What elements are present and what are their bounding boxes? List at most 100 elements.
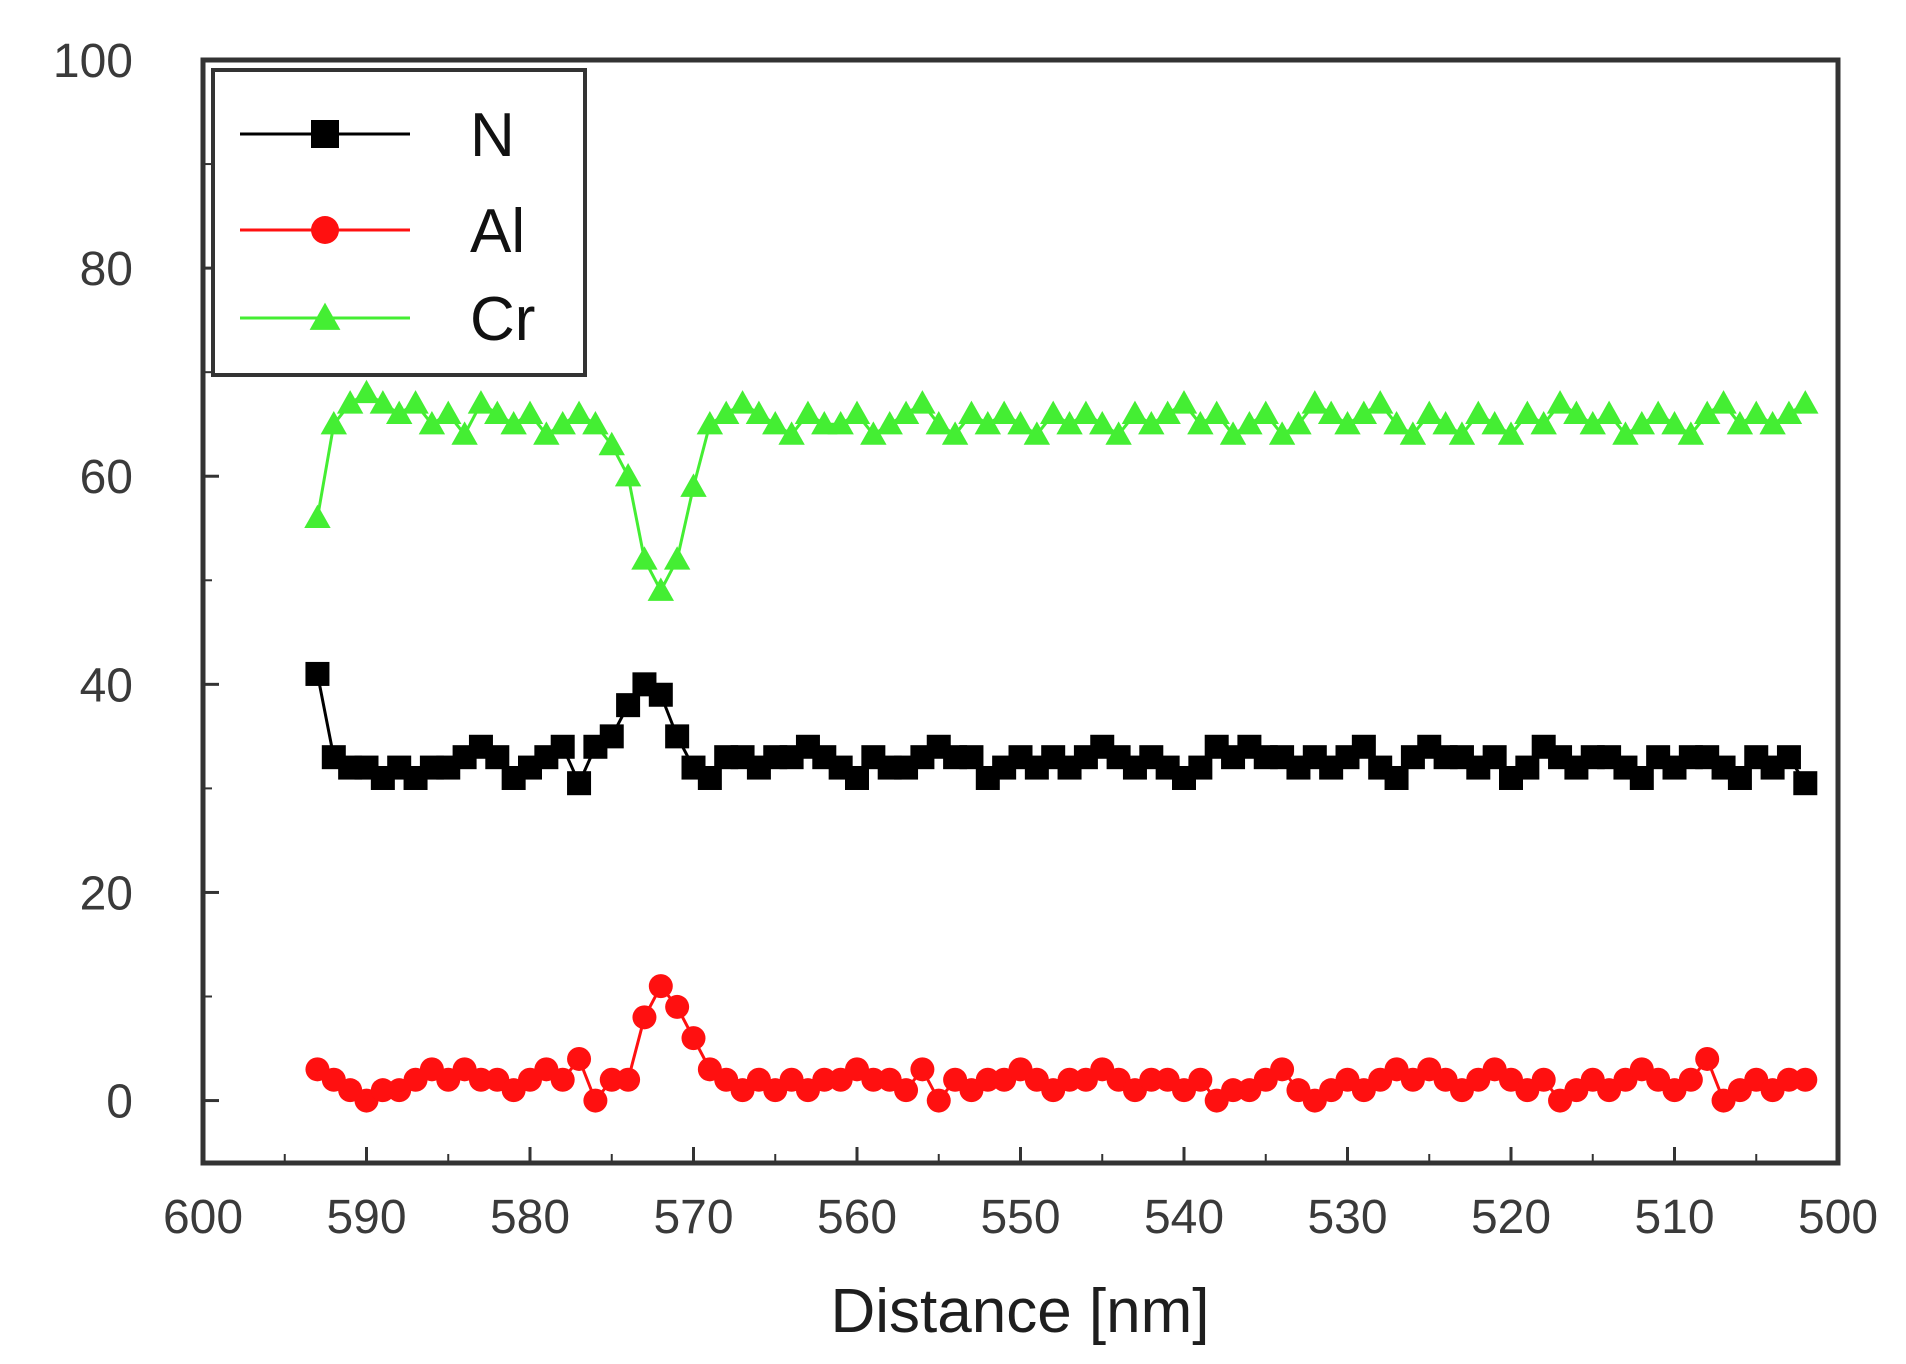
data-point-cr bbox=[1530, 410, 1557, 435]
data-point-al bbox=[894, 1078, 919, 1103]
data-point-cr bbox=[1089, 410, 1116, 435]
data-point-cr bbox=[1743, 400, 1770, 424]
data-point-cr bbox=[1252, 400, 1279, 424]
data-point-cr bbox=[860, 421, 887, 445]
legend-marker bbox=[311, 120, 339, 148]
data-point-cr bbox=[1432, 410, 1459, 435]
data-point-n bbox=[1793, 771, 1818, 796]
data-point-cr bbox=[745, 400, 773, 424]
legend-label: Al bbox=[470, 197, 525, 266]
data-point-cr bbox=[1481, 410, 1508, 435]
y-tick-label: 0 bbox=[106, 1076, 133, 1129]
data-point-cr bbox=[1056, 410, 1083, 435]
data-point-cr bbox=[1416, 400, 1443, 424]
data-point-al bbox=[648, 974, 673, 999]
data-point-al bbox=[550, 1067, 575, 1092]
legend-entry-cr: Cr bbox=[240, 285, 535, 354]
data-point-al bbox=[1695, 1046, 1720, 1071]
data-point-cr bbox=[1268, 421, 1296, 445]
data-point-cr bbox=[549, 410, 576, 435]
data-point-cr bbox=[1040, 400, 1067, 424]
y-tick-label: 60 bbox=[80, 451, 133, 504]
data-point-cr bbox=[320, 410, 347, 435]
data-point-al bbox=[926, 1088, 951, 1113]
series-layer bbox=[304, 379, 1819, 1113]
data-point-cr bbox=[1121, 400, 1149, 424]
data-point-n bbox=[648, 682, 673, 707]
data-point-n bbox=[1629, 765, 1654, 790]
data-point-cr bbox=[1677, 421, 1705, 445]
data-point-n bbox=[1351, 734, 1376, 759]
data-point-cr bbox=[353, 379, 380, 404]
data-point-cr bbox=[1595, 400, 1623, 424]
legend-label: N bbox=[470, 101, 515, 170]
data-point-al bbox=[681, 1026, 706, 1051]
data-point-cr bbox=[1219, 421, 1247, 445]
data-point-cr bbox=[1563, 400, 1590, 424]
data-point-n bbox=[1515, 755, 1540, 780]
data-point-cr bbox=[1448, 421, 1476, 445]
data-point-cr bbox=[565, 400, 593, 424]
data-point-cr bbox=[1023, 421, 1051, 445]
data-point-cr bbox=[1301, 390, 1328, 414]
data-point-cr bbox=[598, 431, 625, 456]
data-point-cr bbox=[1317, 400, 1345, 424]
data-point-cr bbox=[418, 410, 446, 435]
data-point-n bbox=[1776, 745, 1801, 770]
y-tick-label: 40 bbox=[80, 659, 133, 712]
data-point-cr bbox=[1236, 410, 1263, 435]
x-tick-label: 530 bbox=[1307, 1191, 1387, 1244]
legend-label: Cr bbox=[470, 285, 535, 354]
data-point-cr bbox=[1694, 400, 1721, 424]
data-point-cr bbox=[1383, 410, 1410, 435]
data-point-cr bbox=[843, 400, 871, 424]
data-point-n bbox=[305, 661, 330, 686]
data-point-cr bbox=[1497, 421, 1525, 445]
data-point-cr bbox=[925, 410, 952, 435]
data-point-cr bbox=[1710, 390, 1737, 414]
data-point-cr bbox=[1187, 410, 1214, 435]
legend-entry-al: Al bbox=[240, 197, 525, 266]
data-point-n bbox=[845, 765, 869, 790]
data-point-cr bbox=[647, 577, 674, 601]
data-point-cr bbox=[1105, 421, 1132, 445]
data-point-cr bbox=[1350, 400, 1378, 424]
x-tick-label: 570 bbox=[653, 1191, 733, 1244]
data-point-cr bbox=[1514, 400, 1541, 424]
data-point-cr bbox=[990, 400, 1018, 424]
x-tick-label: 550 bbox=[980, 1191, 1060, 1244]
data-point-al bbox=[616, 1067, 641, 1092]
data-point-al bbox=[632, 1005, 657, 1030]
data-point-cr bbox=[516, 400, 544, 424]
data-point-cr bbox=[386, 400, 413, 424]
x-tick-label: 540 bbox=[1144, 1191, 1224, 1244]
y-tick-label: 100 bbox=[53, 35, 133, 88]
data-point-cr bbox=[614, 463, 642, 487]
data-point-cr bbox=[1726, 410, 1754, 435]
data-point-cr bbox=[696, 410, 724, 435]
data-point-cr bbox=[1579, 410, 1606, 435]
data-point-cr bbox=[1367, 390, 1394, 414]
x-tick-label: 590 bbox=[326, 1191, 406, 1244]
x-tick-label: 560 bbox=[817, 1191, 897, 1244]
data-point-cr bbox=[1170, 390, 1198, 414]
data-point-cr bbox=[435, 400, 462, 424]
data-point-cr bbox=[680, 473, 707, 497]
data-point-cr bbox=[663, 546, 691, 570]
data-point-n bbox=[1727, 765, 1752, 790]
data-point-al bbox=[1678, 1067, 1703, 1092]
data-point-cr bbox=[729, 390, 756, 414]
legend: N Al Cr bbox=[211, 68, 587, 377]
data-point-al bbox=[665, 994, 690, 1019]
data-point-n bbox=[567, 771, 592, 796]
data-point-al bbox=[1188, 1067, 1213, 1092]
data-point-cr bbox=[1775, 400, 1803, 424]
data-point-n bbox=[485, 745, 510, 770]
data-point-cr bbox=[892, 400, 920, 424]
data-point-cr bbox=[941, 421, 969, 445]
data-point-al bbox=[583, 1088, 608, 1113]
data-point-cr bbox=[1138, 410, 1165, 435]
data-point-cr bbox=[1154, 400, 1181, 424]
axis-ticks: 600 590 580 570 560 550 540 530 520 510 500 0 20 40 60… bbox=[53, 35, 1878, 1244]
data-point-cr bbox=[304, 504, 331, 529]
